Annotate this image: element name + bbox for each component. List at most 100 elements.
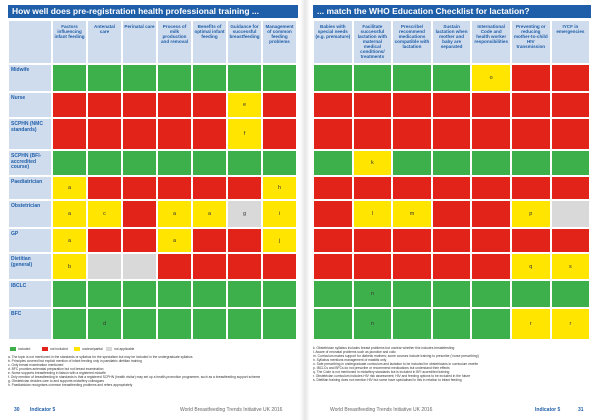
cell xyxy=(471,228,511,253)
column-header: Management of common feeding problems xyxy=(262,20,297,64)
cell xyxy=(352,118,393,150)
cell: r xyxy=(511,308,551,340)
cell xyxy=(122,92,157,118)
cell xyxy=(52,308,87,340)
cell xyxy=(192,253,227,280)
column-header: Factors influencing infant feeding xyxy=(52,20,87,64)
column-header: Antenatal care xyxy=(87,20,122,64)
cell: j xyxy=(262,228,297,253)
footnote: l. Aware of neonatal problems such as ja… xyxy=(313,350,396,354)
footnote: d. BFC provides antenatal preparation bu… xyxy=(8,367,104,371)
row-label: Dietitian (general) xyxy=(8,253,52,280)
cell xyxy=(192,176,227,200)
cell xyxy=(431,253,472,280)
cell xyxy=(227,253,262,280)
cell xyxy=(431,308,472,340)
cell xyxy=(157,176,192,200)
cell xyxy=(157,150,192,176)
cell xyxy=(192,228,227,253)
footnote: c. Only breast examination mentioned xyxy=(8,363,64,367)
cell: n xyxy=(352,280,393,308)
footnote: k. Obstetrician syllabus includes breast… xyxy=(313,346,455,350)
cell xyxy=(392,176,432,200)
cell xyxy=(87,92,122,118)
column-header: Preventing or reducing mother-to-child H… xyxy=(511,20,551,64)
cell xyxy=(431,150,472,176)
cell: n xyxy=(352,308,393,340)
column-header: International Code and health worker res… xyxy=(471,20,511,64)
cell xyxy=(431,176,472,200)
cell xyxy=(550,150,591,176)
cell xyxy=(313,308,353,340)
cell xyxy=(352,176,393,200)
section: Indicator 5 xyxy=(30,407,56,413)
cell xyxy=(192,64,227,92)
cell xyxy=(87,150,122,176)
cell xyxy=(52,118,87,150)
column-header: Benefits of optimal infant feeding xyxy=(192,20,227,64)
cell xyxy=(431,228,472,253)
cell xyxy=(227,308,262,340)
cell xyxy=(122,176,157,200)
cell xyxy=(313,176,353,200)
column-header: Guidance for successful breastfeeding xyxy=(227,20,262,64)
cell xyxy=(392,228,432,253)
footnote: q. The Code is not mentioned in midwifer… xyxy=(313,370,450,374)
cell xyxy=(192,150,227,176)
footnote: p. IBCLCs and BFCs do not prescribe or r… xyxy=(313,366,450,370)
cell xyxy=(392,308,432,340)
cell xyxy=(262,280,297,308)
cell xyxy=(313,280,353,308)
cell xyxy=(157,280,192,308)
cell xyxy=(262,118,297,150)
cell xyxy=(313,200,353,228)
cell: a xyxy=(52,228,87,253)
row-label: Nurse xyxy=(8,92,52,118)
cell xyxy=(550,64,591,92)
cell xyxy=(227,280,262,308)
cell: q xyxy=(511,253,551,280)
footnote: f. Only mention of breastfeeding in stan… xyxy=(8,375,261,379)
cell xyxy=(157,64,192,92)
cell xyxy=(192,308,227,340)
cell xyxy=(87,253,122,280)
cell xyxy=(471,200,511,228)
cell xyxy=(87,118,122,150)
row-label: Midwife xyxy=(8,64,52,92)
cell xyxy=(392,150,432,176)
row-label: Paediatrician xyxy=(8,176,52,200)
cell xyxy=(352,253,393,280)
cell xyxy=(392,253,432,280)
cell xyxy=(157,92,192,118)
cell xyxy=(511,176,551,200)
publication: World Breastfeeding Trends Initiative UK… xyxy=(330,407,433,413)
row-label: SCPHN (NMC standards) xyxy=(8,118,52,150)
cell xyxy=(52,92,87,118)
cell: e xyxy=(227,92,262,118)
column-header: Sustain lactation when mother and baby a… xyxy=(431,20,472,64)
legend-swatch xyxy=(10,347,16,351)
row-label: BFC xyxy=(8,308,52,340)
cell xyxy=(431,64,472,92)
cell xyxy=(192,118,227,150)
publication: World Breastfeeding Trends Initiative UK… xyxy=(180,407,283,413)
cell xyxy=(550,228,591,253)
row-label: GP xyxy=(8,228,52,253)
cell xyxy=(471,280,511,308)
cell xyxy=(227,176,262,200)
cell xyxy=(471,176,511,200)
column-header: Facilitate successful lactation with mat… xyxy=(352,20,393,64)
cell xyxy=(352,92,393,118)
row-label: Obstetrician xyxy=(8,200,52,228)
footnote: r. Obstetrician curriculum includes HIV … xyxy=(313,374,471,378)
cell xyxy=(87,64,122,92)
cell xyxy=(122,253,157,280)
cell xyxy=(122,308,157,340)
cell xyxy=(471,118,511,150)
cell xyxy=(471,92,511,118)
cell: s xyxy=(550,253,591,280)
column-header: Prescribe/ recommend medications compati… xyxy=(392,20,432,64)
cell xyxy=(550,280,591,308)
cell xyxy=(122,228,157,253)
